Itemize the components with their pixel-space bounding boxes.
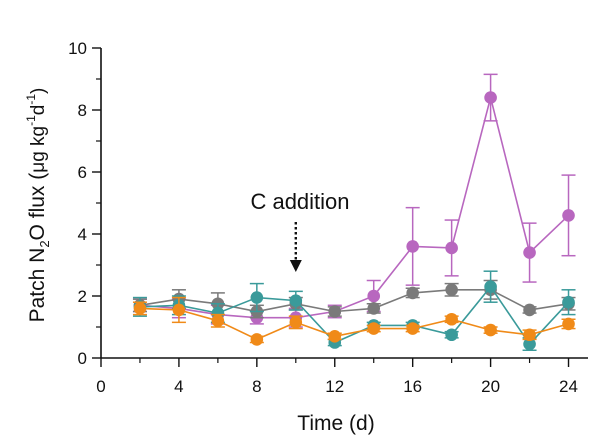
- ylabel-suffix: ): [28, 88, 49, 94]
- data-point-teal: [250, 291, 264, 304]
- data-point-gray: [328, 305, 342, 318]
- data-point-purple: [523, 246, 536, 259]
- ylabel-middle: O flux (: [26, 173, 49, 241]
- data-point-teal: [523, 337, 536, 351]
- data-point-gray: [445, 283, 458, 297]
- x-tick-label: 16: [403, 377, 422, 396]
- data-point-orange: [523, 328, 536, 342]
- series-orange: [132, 296, 576, 346]
- data-point-orange: [211, 314, 225, 328]
- y-tick-label: 2: [78, 287, 87, 306]
- ylabel-prefix: Patch N: [26, 248, 49, 323]
- ylabel-exp2: -1: [24, 94, 38, 105]
- data-point-teal: [484, 280, 497, 294]
- y-tick-label: 8: [78, 101, 87, 120]
- x-tick-label: 8: [252, 377, 261, 396]
- data-point-purple: [445, 241, 458, 255]
- y-tick-label: 10: [68, 39, 87, 58]
- data-point-gray: [406, 286, 419, 300]
- x-tick-label: 4: [174, 377, 183, 396]
- data-point-teal: [289, 294, 303, 307]
- series-line-purple: [139, 97, 570, 319]
- data-point-purple: [406, 240, 419, 253]
- series-teal: [132, 270, 576, 351]
- data-point-orange: [484, 323, 497, 337]
- data-point-purple: [562, 209, 575, 222]
- annotation-label: C addition: [250, 189, 349, 214]
- series-line-orange: [139, 307, 569, 341]
- x-axis-title: Time (d): [297, 412, 374, 435]
- x-tick-label: 0: [96, 377, 105, 396]
- y-axis-title: Patch N2O flux (μg kg-1d-1): [24, 88, 52, 323]
- series-line-teal: [139, 285, 570, 346]
- data-point-purple: [367, 289, 381, 303]
- data-point-orange: [133, 302, 147, 315]
- series-line-gray: [139, 288, 569, 313]
- data-point-orange: [250, 333, 264, 346]
- ylabel-sub: 2: [37, 240, 52, 247]
- annotation-arrow-head: [289, 260, 302, 272]
- x-tick-label: 20: [481, 377, 500, 396]
- plot-area: [132, 73, 576, 351]
- y-tick-label: 0: [78, 349, 87, 368]
- data-point-orange: [172, 303, 186, 317]
- x-tick-label: 12: [325, 377, 344, 396]
- data-point-orange: [328, 330, 342, 343]
- ylabel-d: d: [28, 105, 49, 116]
- data-point-teal: [445, 328, 458, 342]
- x-tick-label: 24: [559, 377, 578, 396]
- y-tick-label: 6: [78, 163, 87, 182]
- data-point-gray: [523, 303, 536, 317]
- data-point-gray: [367, 302, 381, 315]
- y-tick-label: 4: [78, 225, 87, 244]
- ylabel-mu: μ: [28, 162, 49, 173]
- data-point-orange: [406, 322, 419, 335]
- ylabel-exp1: -1: [24, 115, 38, 126]
- series-purple: [132, 73, 576, 328]
- ylabel-g: g kg: [28, 126, 49, 162]
- data-point-orange: [562, 317, 575, 331]
- data-point-orange: [367, 322, 381, 335]
- data-point-orange: [445, 312, 458, 326]
- data-point-teal: [562, 295, 575, 309]
- data-point-purple: [484, 91, 497, 104]
- svg-text:Patch N2O flux (μg kg-1d-1): Patch N2O flux (μg kg-1d-1): [24, 88, 52, 323]
- data-point-orange: [289, 316, 303, 329]
